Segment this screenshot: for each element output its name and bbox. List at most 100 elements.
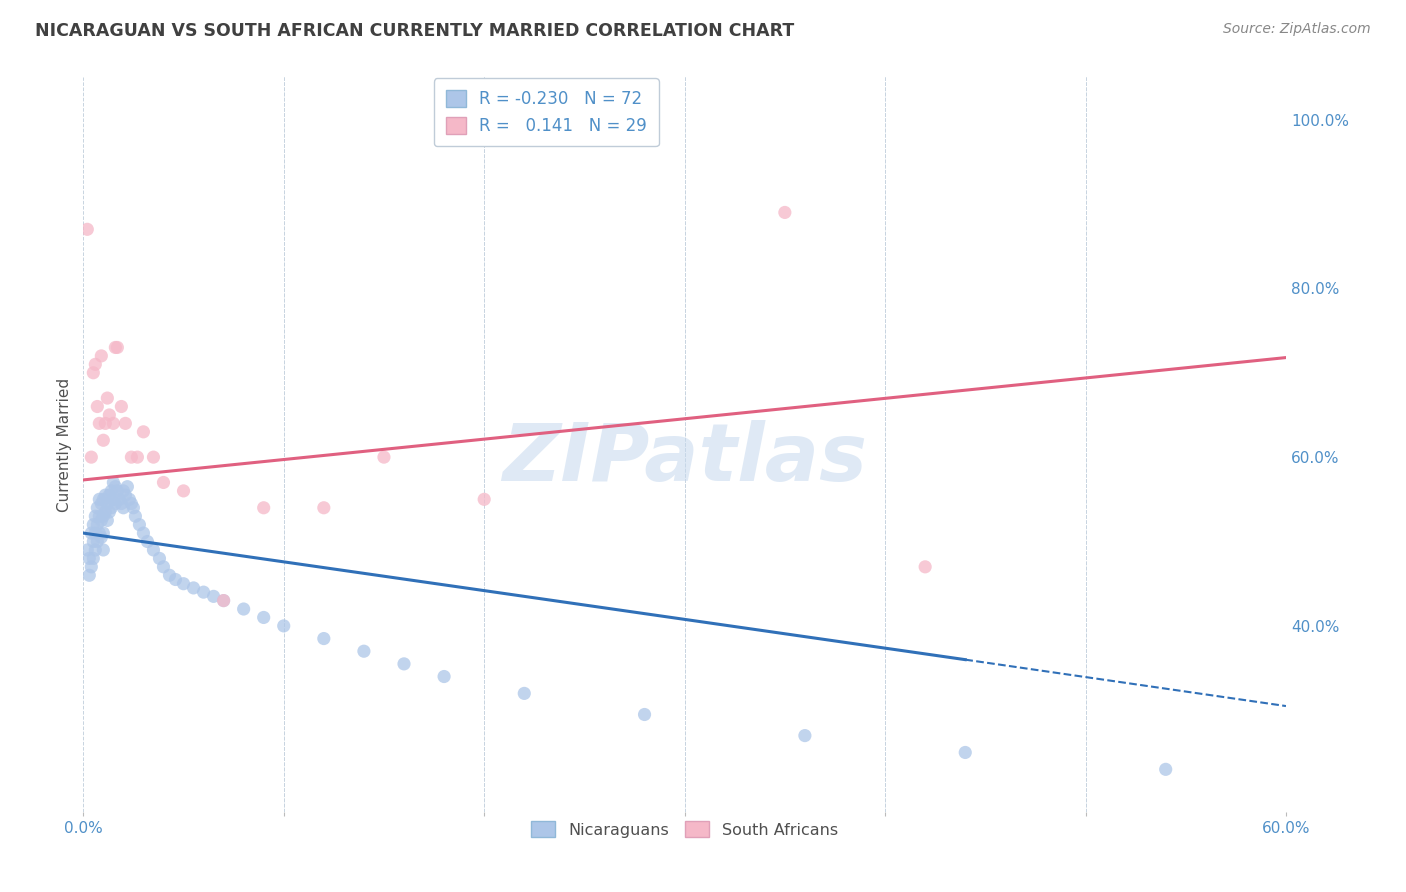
Point [136, 534, 159, 549]
Point [76, 543, 98, 558]
Point [91, 543, 114, 558]
Point [142, 543, 165, 558]
Point [91, 509, 114, 524]
Point [84, 357, 107, 371]
Legend: Nicaraguans, South Africans: Nicaraguans, South Africans [524, 814, 844, 844]
Point [472, 492, 495, 507]
Point [232, 602, 254, 616]
Point [80, 559, 103, 574]
Point [120, 450, 142, 464]
Point [273, 619, 295, 633]
Point [96, 391, 118, 405]
Point [202, 590, 225, 604]
Point [103, 492, 125, 507]
Point [84, 526, 107, 541]
Point [82, 517, 104, 532]
Point [82, 366, 104, 380]
Point [112, 500, 135, 515]
Point [152, 559, 174, 574]
Point [132, 526, 155, 541]
Point [173, 576, 195, 591]
Point [96, 513, 118, 527]
Point [122, 500, 145, 515]
Point [91, 526, 114, 541]
Point [148, 551, 170, 566]
Point [1154, 762, 1177, 776]
Point [105, 341, 128, 355]
Point [312, 632, 335, 646]
Point [433, 669, 456, 683]
Point [104, 341, 127, 355]
Point [312, 500, 335, 515]
Point [89, 417, 111, 431]
Point [914, 559, 936, 574]
Point [114, 488, 136, 502]
Point [82, 551, 104, 566]
Point [253, 500, 276, 515]
Point [159, 568, 181, 582]
Point [96, 497, 118, 511]
Point [112, 483, 135, 498]
Point [773, 205, 796, 219]
Point [76, 222, 98, 236]
Point [793, 729, 815, 743]
Point [100, 483, 122, 498]
Point [86, 400, 108, 414]
Point [633, 707, 655, 722]
Point [79, 568, 101, 582]
Point [392, 657, 415, 671]
Point [84, 543, 107, 558]
Point [105, 483, 128, 498]
Point [120, 497, 142, 511]
Point [91, 492, 114, 507]
Point [165, 573, 187, 587]
Point [80, 526, 103, 541]
Point [173, 483, 195, 498]
Point [513, 686, 536, 700]
Point [90, 530, 112, 544]
Y-axis label: Currently Married: Currently Married [58, 377, 72, 511]
Point [103, 475, 125, 490]
Point [212, 593, 235, 607]
Point [212, 593, 235, 607]
Point [82, 534, 104, 549]
Point [955, 746, 977, 760]
Point [98, 408, 121, 422]
Point [100, 500, 122, 515]
Point [193, 585, 215, 599]
Point [132, 425, 155, 439]
Point [128, 517, 150, 532]
Point [142, 450, 165, 464]
Text: Source: ZipAtlas.com: Source: ZipAtlas.com [1223, 22, 1371, 37]
Point [90, 349, 112, 363]
Point [86, 517, 108, 532]
Point [253, 610, 276, 624]
Point [80, 450, 103, 464]
Point [79, 551, 101, 566]
Point [98, 488, 121, 502]
Point [84, 509, 107, 524]
Point [94, 505, 117, 519]
Point [117, 480, 139, 494]
Point [110, 400, 132, 414]
Point [94, 488, 117, 502]
Point [353, 644, 375, 658]
Point [183, 581, 205, 595]
Point [104, 480, 127, 494]
Point [90, 513, 112, 527]
Point [108, 492, 131, 507]
Point [373, 450, 395, 464]
Point [98, 505, 121, 519]
Point [127, 450, 149, 464]
Point [124, 509, 146, 524]
Point [90, 497, 112, 511]
Point [110, 497, 132, 511]
Point [104, 497, 127, 511]
Point [89, 492, 111, 507]
Point [118, 492, 141, 507]
Point [89, 509, 111, 524]
Text: NICARAGUAN VS SOUTH AFRICAN CURRENTLY MARRIED CORRELATION CHART: NICARAGUAN VS SOUTH AFRICAN CURRENTLY MA… [35, 22, 794, 40]
Text: ZIPatlas: ZIPatlas [502, 420, 868, 498]
Point [152, 475, 174, 490]
Point [94, 417, 117, 431]
